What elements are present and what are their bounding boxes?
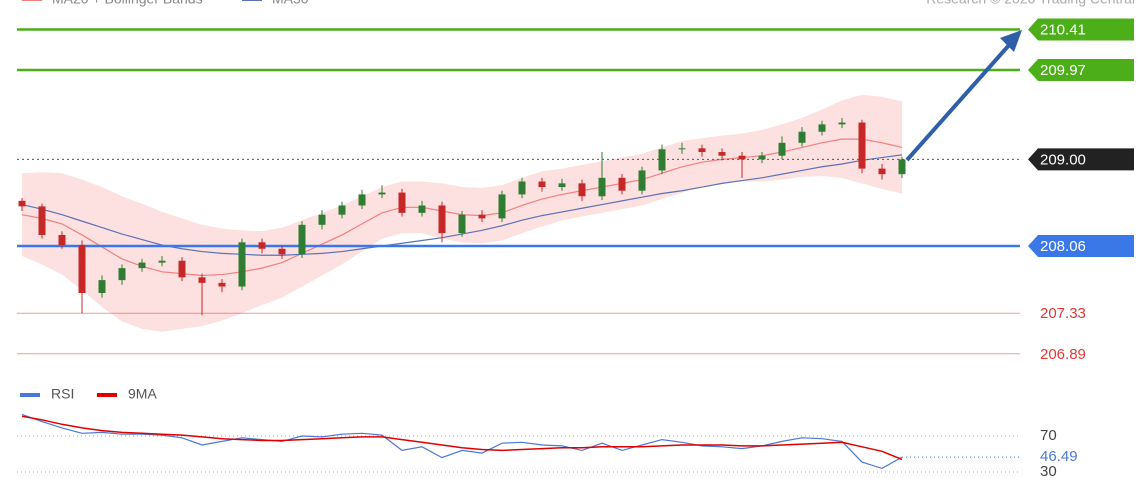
level-tag — [1028, 235, 1134, 258]
candle-body — [458, 214, 466, 234]
candle-body — [858, 122, 866, 169]
candle-body — [738, 155, 746, 160]
candle-body — [198, 277, 206, 283]
candle-body — [378, 192, 386, 195]
level-tag — [1028, 18, 1134, 41]
legend-label: 9MA — [128, 386, 157, 402]
candle-body — [678, 148, 686, 150]
candle-body — [238, 242, 246, 287]
candle-body — [538, 181, 546, 188]
candle-body — [138, 262, 146, 269]
candle-body — [38, 206, 46, 235]
forecast-arrowhead — [1000, 30, 1022, 52]
candle-body — [258, 242, 266, 249]
candle-body — [638, 170, 646, 191]
candle-body — [438, 205, 446, 234]
legend-label: RSI — [51, 386, 74, 402]
level-label: 210.41 — [1040, 21, 1086, 38]
candle-body — [598, 177, 606, 197]
candle-body — [298, 224, 306, 255]
candle-body — [758, 155, 766, 160]
candle-body — [78, 245, 86, 293]
candle-body — [118, 268, 126, 281]
current-value-label: 46.49 — [1040, 448, 1078, 465]
candle-body — [398, 192, 406, 213]
y-tick-label: 30 — [1040, 463, 1057, 480]
candle-body — [878, 168, 886, 175]
level-label: 209.97 — [1040, 62, 1086, 79]
level-tag — [1028, 59, 1134, 82]
legend-label: MA50 — [272, 0, 309, 7]
candle-body — [578, 183, 586, 197]
candle-body — [658, 149, 666, 171]
candle-body — [818, 124, 826, 132]
candle-body — [218, 282, 226, 287]
candle-body — [18, 200, 26, 207]
candle-body — [718, 152, 726, 156]
level-label: 206.89 — [1040, 346, 1086, 363]
indicator-line — [21, 413, 903, 470]
candle-body — [338, 205, 346, 215]
candle-body — [58, 234, 66, 246]
candle-body — [898, 159, 906, 175]
candle-body — [98, 280, 106, 293]
candle-body — [278, 248, 286, 255]
level-label: 208.06 — [1040, 238, 1086, 255]
candle-body — [698, 148, 706, 153]
indicator-line — [21, 415, 903, 461]
candle-body — [558, 183, 566, 188]
level-tag — [1028, 148, 1134, 171]
level-label: 207.33 — [1040, 305, 1086, 322]
candle-body — [478, 214, 486, 219]
candle-body — [798, 131, 806, 143]
forecast-arrow — [905, 42, 1012, 162]
candle-body — [838, 122, 846, 125]
candle-body — [498, 194, 506, 219]
legend-label: MA20 + Bollinger Bands — [52, 0, 203, 7]
y-tick-label: 70 — [1040, 427, 1057, 444]
candle-body — [778, 142, 786, 156]
candle-body — [158, 260, 166, 263]
candle-body — [418, 205, 426, 213]
candle-body — [358, 194, 366, 206]
candle-body — [518, 181, 526, 195]
candle-body — [618, 177, 626, 191]
candle-body — [318, 214, 326, 225]
candle-body — [178, 260, 186, 278]
source-text: Research © 2020 Trading Central — [926, 0, 1135, 7]
level-label: 209.00 — [1040, 151, 1086, 168]
